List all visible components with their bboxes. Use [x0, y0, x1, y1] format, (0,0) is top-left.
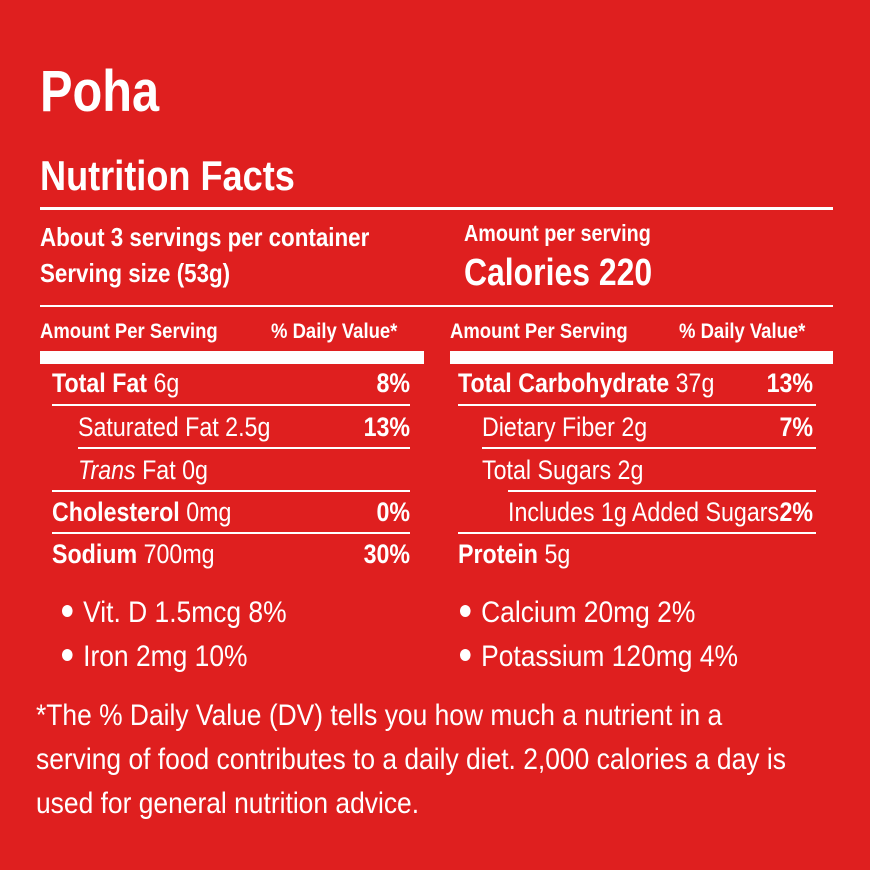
- serving-divider: [40, 305, 833, 307]
- nutrient-dv: 2%: [779, 497, 813, 527]
- vitamin-item: Potassium 120mg 4%: [460, 640, 738, 674]
- nutrient-dv: 7%: [779, 412, 813, 442]
- amount-per-serving-label: Amount per serving: [464, 220, 651, 246]
- top-divider: [40, 207, 833, 210]
- nutrient-dv: 0%: [376, 497, 410, 527]
- nutrient-row-saturated-fat: Saturated Fat 2.5g 13%: [78, 406, 410, 448]
- vitamin-text: Iron 2mg 10%: [83, 640, 248, 673]
- nutrient-name: Saturated Fat: [78, 412, 219, 442]
- servings-per-container: About 3 servings per container: [40, 222, 370, 252]
- vitamin-item: Calcium 20mg 2%: [460, 596, 695, 630]
- nutrition-facts-heading: Nutrition Facts: [40, 152, 295, 199]
- left-dv-header: % Daily Value*: [271, 320, 398, 343]
- nutrient-dv: 8%: [376, 368, 410, 398]
- nutrient-name: Total Carbohydrate: [458, 368, 670, 398]
- bullet-icon: [460, 649, 471, 662]
- nutrient-row-sodium: Sodium 700mg 30%: [52, 533, 410, 575]
- bullet-icon: [62, 605, 73, 618]
- footnote-line: *The % Daily Value (DV) tells you how mu…: [36, 699, 723, 732]
- nutrient-dv: 13%: [363, 412, 410, 442]
- nutrient-amount: Fat 0g: [142, 455, 208, 485]
- nutrient-amount: 0mg: [186, 497, 232, 527]
- nutrient-amount: 2g: [621, 412, 648, 442]
- left-amount-header: Amount Per Serving: [40, 320, 218, 343]
- serving-size: Serving size (53g): [40, 258, 231, 288]
- vitamin-text: Calcium 20mg 2%: [481, 596, 696, 629]
- row-divider: [52, 532, 410, 534]
- footnote-line: serving of food contributes to a daily d…: [36, 743, 786, 776]
- nutrient-name: Total Fat: [52, 368, 148, 398]
- nutrient-row-total-sugars: Total Sugars 2g: [482, 449, 813, 491]
- nutrient-name: Total Sugars: [482, 455, 612, 485]
- nutrient-row-total-carbohydrate: Total Carbohydrate 37g 13%: [458, 362, 813, 404]
- nutrient-amount: 37g: [675, 368, 715, 398]
- product-title: Poha: [40, 59, 160, 124]
- row-divider: [458, 532, 816, 534]
- nutrient-row-dietary-fiber: Dietary Fiber 2g 7%: [482, 406, 813, 448]
- row-divider: [508, 490, 816, 492]
- row-divider: [458, 404, 816, 406]
- row-divider: [78, 447, 410, 449]
- nutrient-amount: 700mg: [143, 539, 215, 569]
- footnote-line: used for general nutrition advice.: [36, 787, 420, 820]
- row-divider: [52, 404, 410, 406]
- vitamin-text: Potassium 120mg 4%: [481, 640, 738, 673]
- bullet-icon: [460, 605, 471, 618]
- nutrient-name: Cholesterol: [52, 497, 180, 527]
- nutrient-amount: 6g: [153, 368, 180, 398]
- nutrient-name: Dietary Fiber: [482, 412, 615, 442]
- right-amount-header: Amount Per Serving: [450, 320, 628, 343]
- row-divider: [52, 490, 410, 492]
- nutrient-row-added-sugars: Includes 1g Added Sugars 2%: [508, 491, 813, 533]
- nutrient-row-protein: Protein 5g: [458, 533, 813, 575]
- nutrient-name: Sodium: [52, 539, 138, 569]
- nutrient-amount: 2g: [617, 455, 644, 485]
- nutrient-amount: 5g: [544, 539, 571, 569]
- bullet-icon: [62, 649, 73, 662]
- nutrient-name: Trans: [78, 455, 136, 485]
- nutrient-row-cholesterol: Cholesterol 0mg 0%: [52, 491, 410, 533]
- vitamin-item: Iron 2mg 10%: [62, 640, 247, 674]
- left-thick-bar: [40, 351, 424, 364]
- daily-value-footnote: *The % Daily Value (DV) tells you how mu…: [36, 694, 786, 826]
- right-dv-header: % Daily Value*: [679, 320, 806, 343]
- nutrient-name: Includes 1g Added Sugars: [508, 497, 780, 527]
- vitamin-item: Vit. D 1.5mcg 8%: [62, 596, 287, 630]
- nutrient-dv: 30%: [363, 539, 410, 569]
- vitamin-text: Vit. D 1.5mcg 8%: [83, 596, 287, 629]
- right-thick-bar: [450, 351, 833, 364]
- calories: Calories 220: [464, 252, 653, 294]
- nutrient-row-trans-fat: Trans Fat 0g: [78, 449, 410, 491]
- nutrient-name: Protein: [458, 539, 538, 569]
- row-divider: [482, 447, 816, 449]
- nutrient-row-total-fat: Total Fat 6g 8%: [52, 362, 410, 404]
- nutrient-amount: 2.5g: [225, 412, 271, 442]
- nutrient-dv: 13%: [766, 368, 813, 398]
